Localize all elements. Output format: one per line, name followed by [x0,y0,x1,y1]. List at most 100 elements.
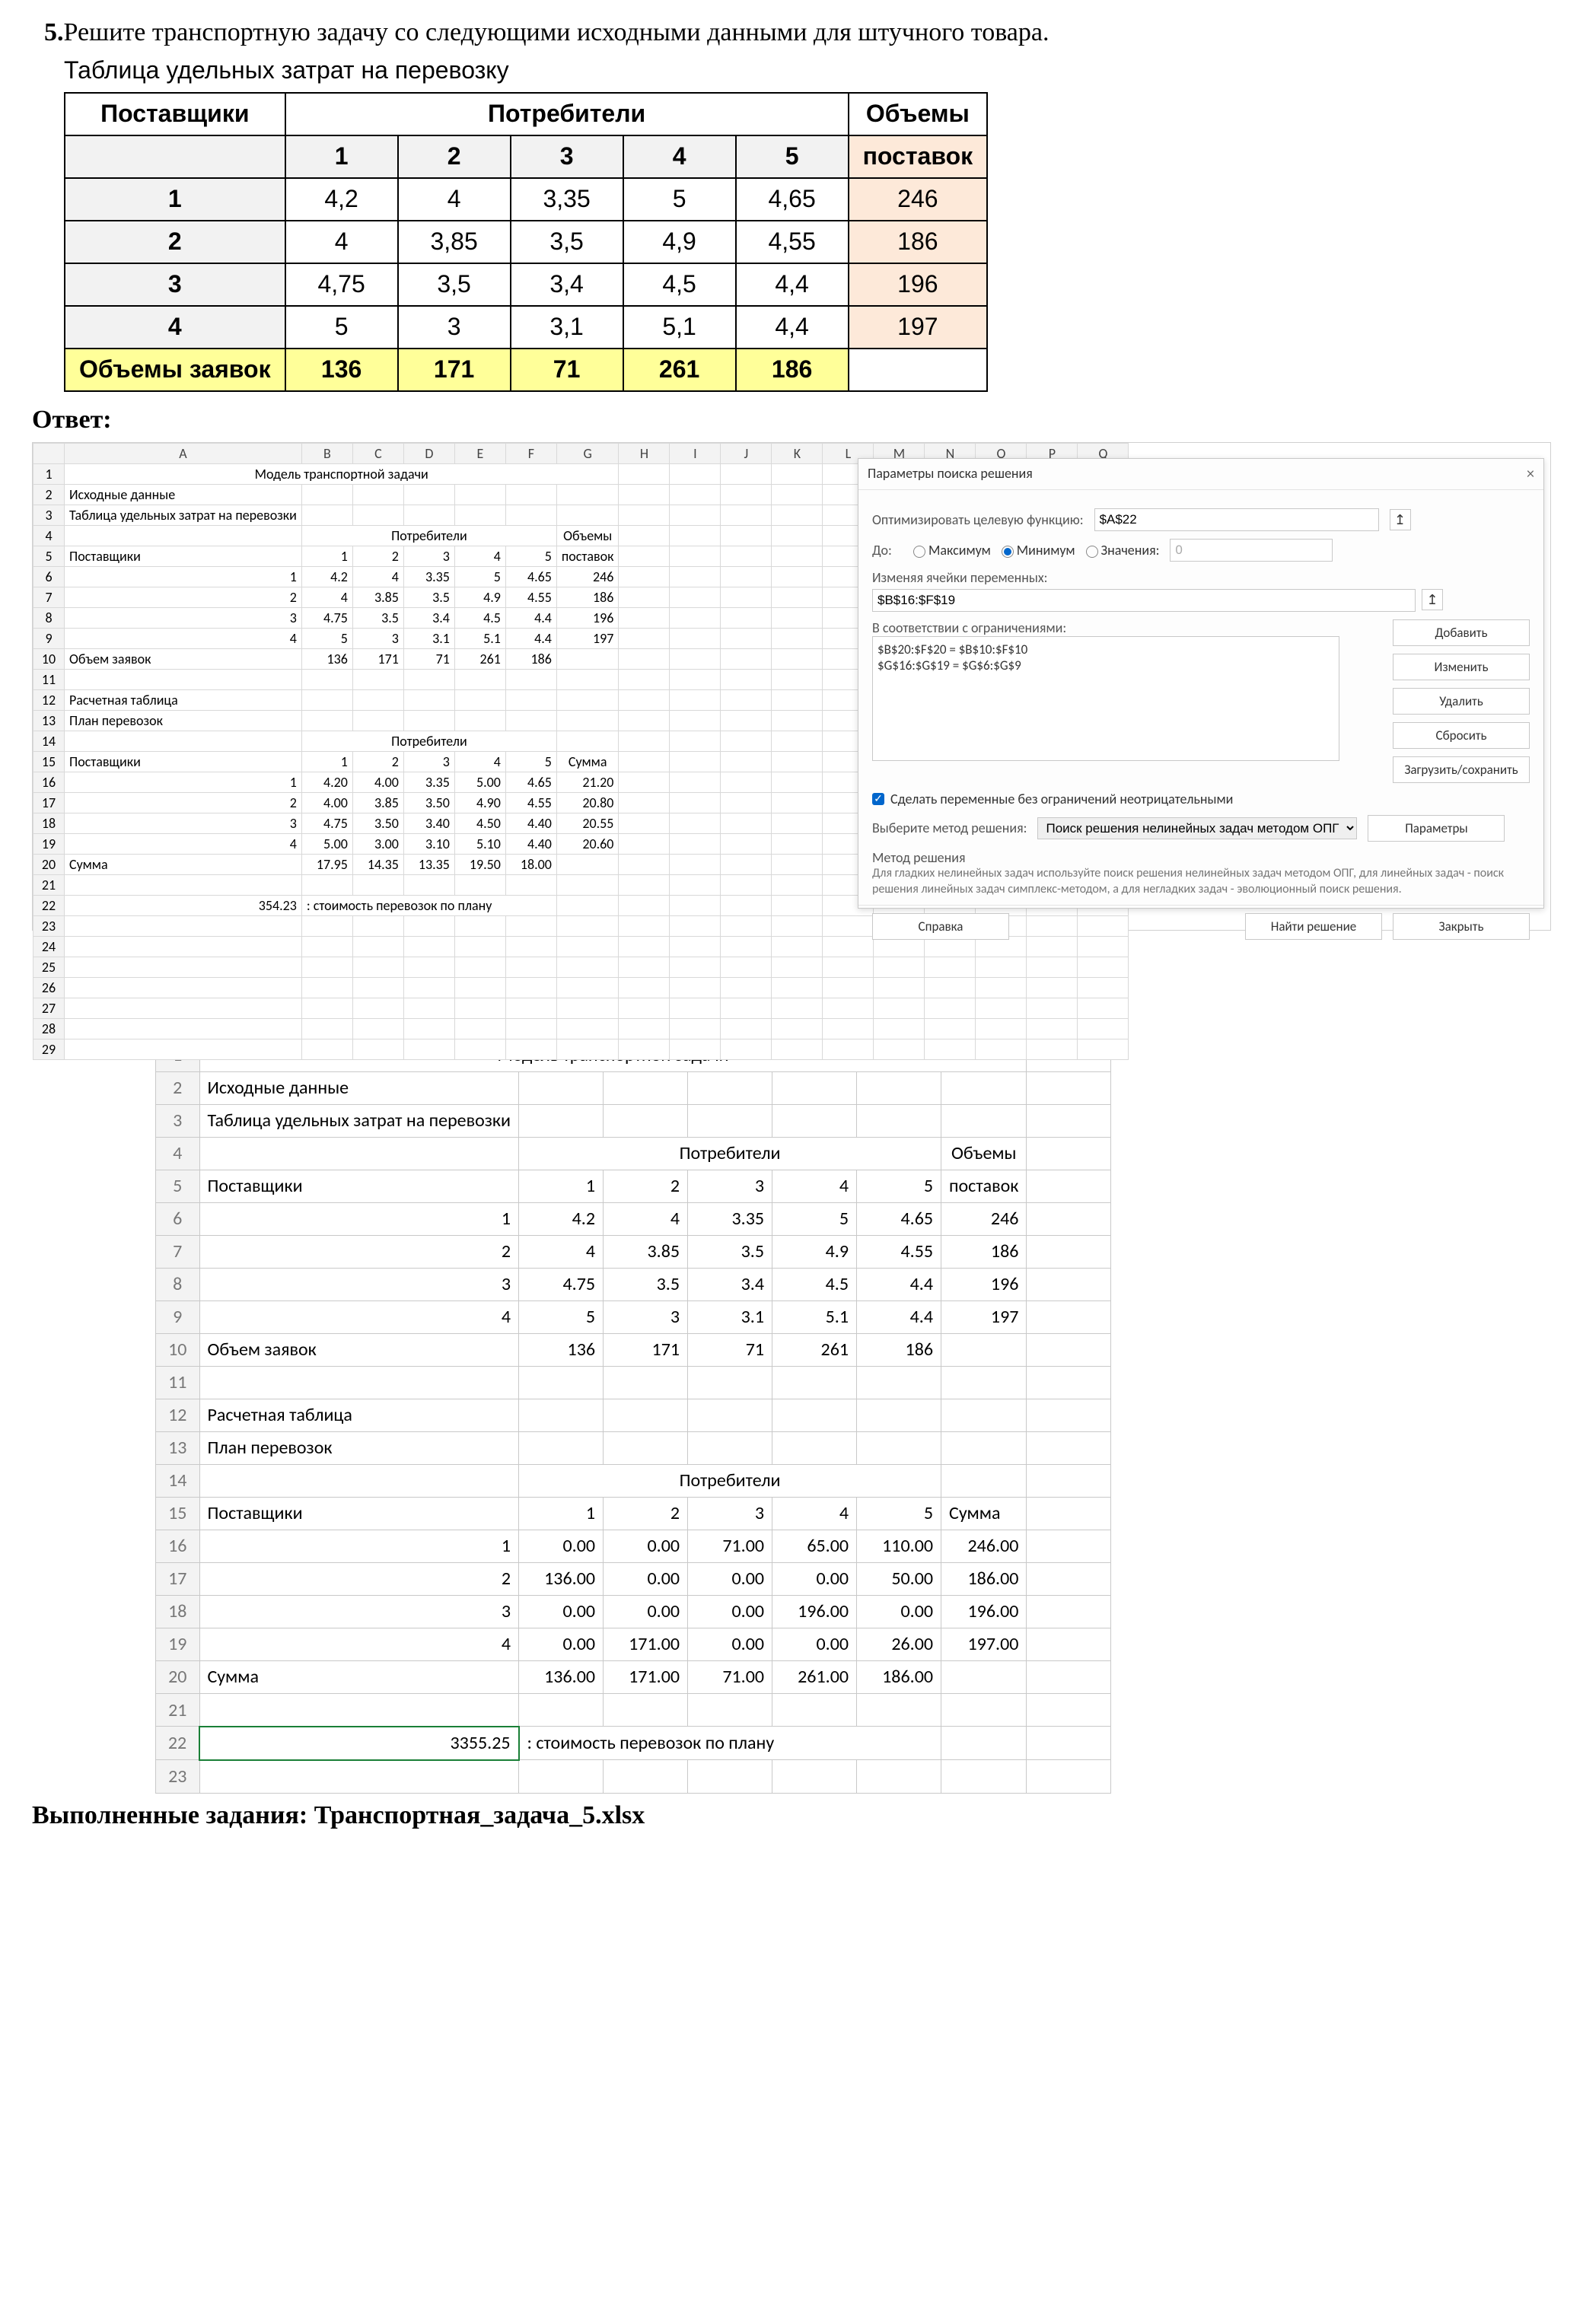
cell[interactable]: Исходные данные [65,484,302,505]
cell[interactable]: Потребители [519,1464,941,1497]
cell[interactable]: 4.65 [857,1202,941,1235]
cell[interactable]: 3355.25 [199,1727,519,1760]
cell[interactable] [772,587,823,607]
cell[interactable] [874,977,925,998]
cell[interactable] [619,628,670,648]
cell[interactable]: 0.00 [688,1562,772,1595]
cell[interactable] [403,669,454,689]
cell[interactable] [670,957,721,977]
cell[interactable] [352,936,403,957]
cell[interactable]: 4.5 [454,607,505,628]
cell[interactable]: 14.35 [352,854,403,874]
cell[interactable] [670,566,721,587]
params-button[interactable]: Параметры [1368,815,1505,842]
cell[interactable] [505,1039,556,1059]
cell[interactable]: 5 [454,566,505,587]
cell[interactable] [403,484,454,505]
cell[interactable]: Объемы [941,1137,1027,1170]
cell[interactable] [619,833,670,854]
cell[interactable] [941,1760,1027,1794]
row-header[interactable]: 9 [156,1300,200,1333]
cell[interactable] [1027,1399,1111,1431]
column-header[interactable]: G [556,443,619,463]
cell[interactable]: Сумма [556,751,619,772]
cell[interactable]: 4.00 [301,792,352,813]
row-header[interactable]: 16 [156,1530,200,1562]
row-header[interactable]: 27 [33,998,65,1018]
constraint-item[interactable]: $G$16:$G$19 = $G$6:$G$9 [877,657,1334,673]
cell[interactable] [619,998,670,1018]
cell[interactable] [505,689,556,710]
cell[interactable] [857,1399,941,1431]
cell[interactable] [604,1399,688,1431]
cell[interactable] [619,792,670,813]
cell[interactable]: 20.80 [556,792,619,813]
cell[interactable] [772,463,823,484]
cell[interactable] [925,957,976,977]
cell[interactable] [1027,1760,1111,1794]
row-header[interactable]: 11 [156,1366,200,1399]
cell[interactable] [199,1464,519,1497]
cell[interactable] [670,895,721,915]
cell[interactable] [604,1366,688,1399]
cell[interactable] [556,505,619,525]
cell[interactable]: 13.35 [403,854,454,874]
cell[interactable] [772,1039,823,1059]
cell[interactable]: Модель транспортной задачи [65,463,619,484]
cell[interactable]: 18.00 [505,854,556,874]
cell[interactable] [301,998,352,1018]
cell[interactable] [65,1039,302,1059]
cell[interactable] [721,607,772,628]
cell[interactable]: 4 [199,1300,519,1333]
cell[interactable]: 3.5 [352,607,403,628]
cell[interactable] [1027,1530,1111,1562]
cell[interactable] [772,874,823,895]
cell[interactable] [772,1366,857,1399]
cell[interactable] [454,915,505,936]
cell[interactable]: Потребители [301,731,556,751]
cell[interactable] [1027,1366,1111,1399]
row-header[interactable]: 11 [33,669,65,689]
column-header[interactable]: E [454,443,505,463]
cell[interactable]: 261.00 [772,1660,857,1693]
cell[interactable] [857,1104,941,1137]
cell[interactable]: 136.00 [519,1660,604,1693]
cell[interactable] [619,566,670,587]
cell[interactable] [721,977,772,998]
cell[interactable] [670,772,721,792]
cell[interactable]: 5 [505,751,556,772]
cell[interactable]: 5 [505,546,556,566]
cell[interactable]: 0.00 [857,1595,941,1628]
cell[interactable] [505,710,556,731]
close-icon[interactable]: × [1527,465,1534,483]
cell[interactable] [301,936,352,957]
cell[interactable]: Расчетная таблица [65,689,302,710]
load-save-button[interactable]: Загрузить/сохранить [1393,756,1530,783]
cell[interactable] [556,648,619,669]
cell[interactable] [1027,1693,1111,1727]
cell[interactable] [857,1431,941,1464]
cell[interactable]: Сумма [941,1497,1027,1530]
cell[interactable] [721,525,772,546]
cell[interactable] [721,1018,772,1039]
cell[interactable] [454,689,505,710]
cell[interactable] [199,1760,519,1794]
cell[interactable]: 1 [65,772,302,792]
cell[interactable] [772,648,823,669]
cell[interactable]: 3 [688,1170,772,1202]
cell[interactable] [857,1693,941,1727]
cell[interactable]: 171.00 [604,1660,688,1693]
cell[interactable]: 3.5 [604,1268,688,1300]
cell[interactable] [874,957,925,977]
cell[interactable] [65,915,302,936]
cell[interactable] [604,1104,688,1137]
cell[interactable]: 71 [688,1333,772,1366]
cell[interactable]: 196 [941,1268,1027,1300]
cell[interactable]: 2 [65,792,302,813]
cell[interactable] [619,813,670,833]
cell[interactable]: Поставщики [65,751,302,772]
cell[interactable] [857,1071,941,1104]
cell[interactable] [721,854,772,874]
cell[interactable] [65,525,302,546]
cell[interactable] [772,525,823,546]
